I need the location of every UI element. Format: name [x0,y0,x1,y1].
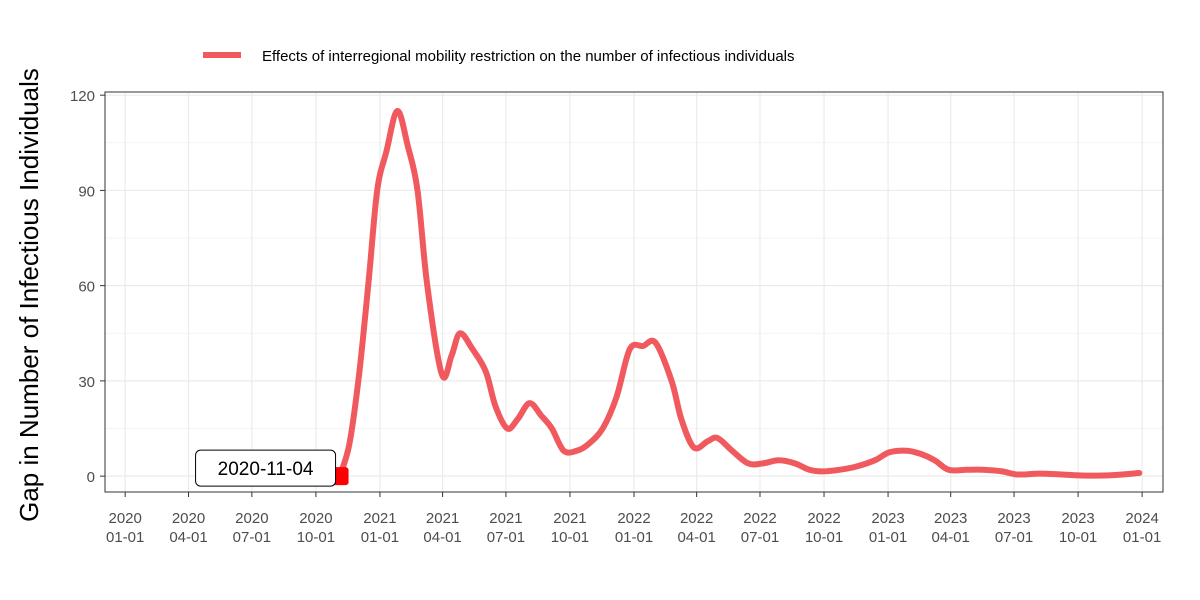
legend: Effects of interregional mobility restri… [203,48,795,65]
x-tick-label: 2022 01-01 [615,510,653,546]
x-tick-label: 2020 01-01 [106,510,144,546]
y-tick-label: 90 [78,183,95,200]
annotation-label-box [195,449,337,487]
annotation-label: 2020-11-04 [218,459,314,480]
x-tick-label: 2023 04-01 [932,510,970,546]
x-tick-label: 2021 07-01 [487,510,525,546]
y-tick-label: 0 [87,469,95,486]
x-tick-label: 2021 04-01 [423,510,461,546]
x-tick-label: 2023 07-01 [995,510,1033,546]
x-tick-label: 2020 04-01 [169,510,207,546]
x-tick-label: 2023 01-01 [869,510,907,546]
y-axis-label: Gap in Number of Infectious Individuals [14,68,44,522]
series-layer [336,107,1143,480]
y-tick-label: 60 [78,279,95,296]
x-tick-label: 2022 04-01 [677,510,715,546]
x-axis: 2020 01-01 2020 04-01 2020 07-01 2020 10-01 2021… [106,492,1161,546]
annotation-layer: 2020-11-04 [195,449,349,487]
x-tick-label: 2020 10-01 [297,510,335,546]
x-tick-label: 2021 10-01 [551,510,589,546]
x-tick-label: 2023 10-01 [1059,510,1097,546]
y-tick-label: 30 [78,374,95,391]
x-tick-label: 2021 01-01 [361,510,399,546]
x-tick-label: 2024 01-01 [1123,510,1161,546]
legend-label: Effects of interregional mobility restri… [262,48,795,65]
y-axis: 0 30 60 90 120 [70,88,105,486]
y-tick-label: 120 [70,88,95,105]
x-tick-label: 2022 07-01 [741,510,779,546]
x-tick-label: 2022 10-01 [805,510,843,546]
series-line [336,107,1143,480]
grid-lines [105,92,1163,492]
x-tick-label: 2020 07-01 [233,510,271,546]
